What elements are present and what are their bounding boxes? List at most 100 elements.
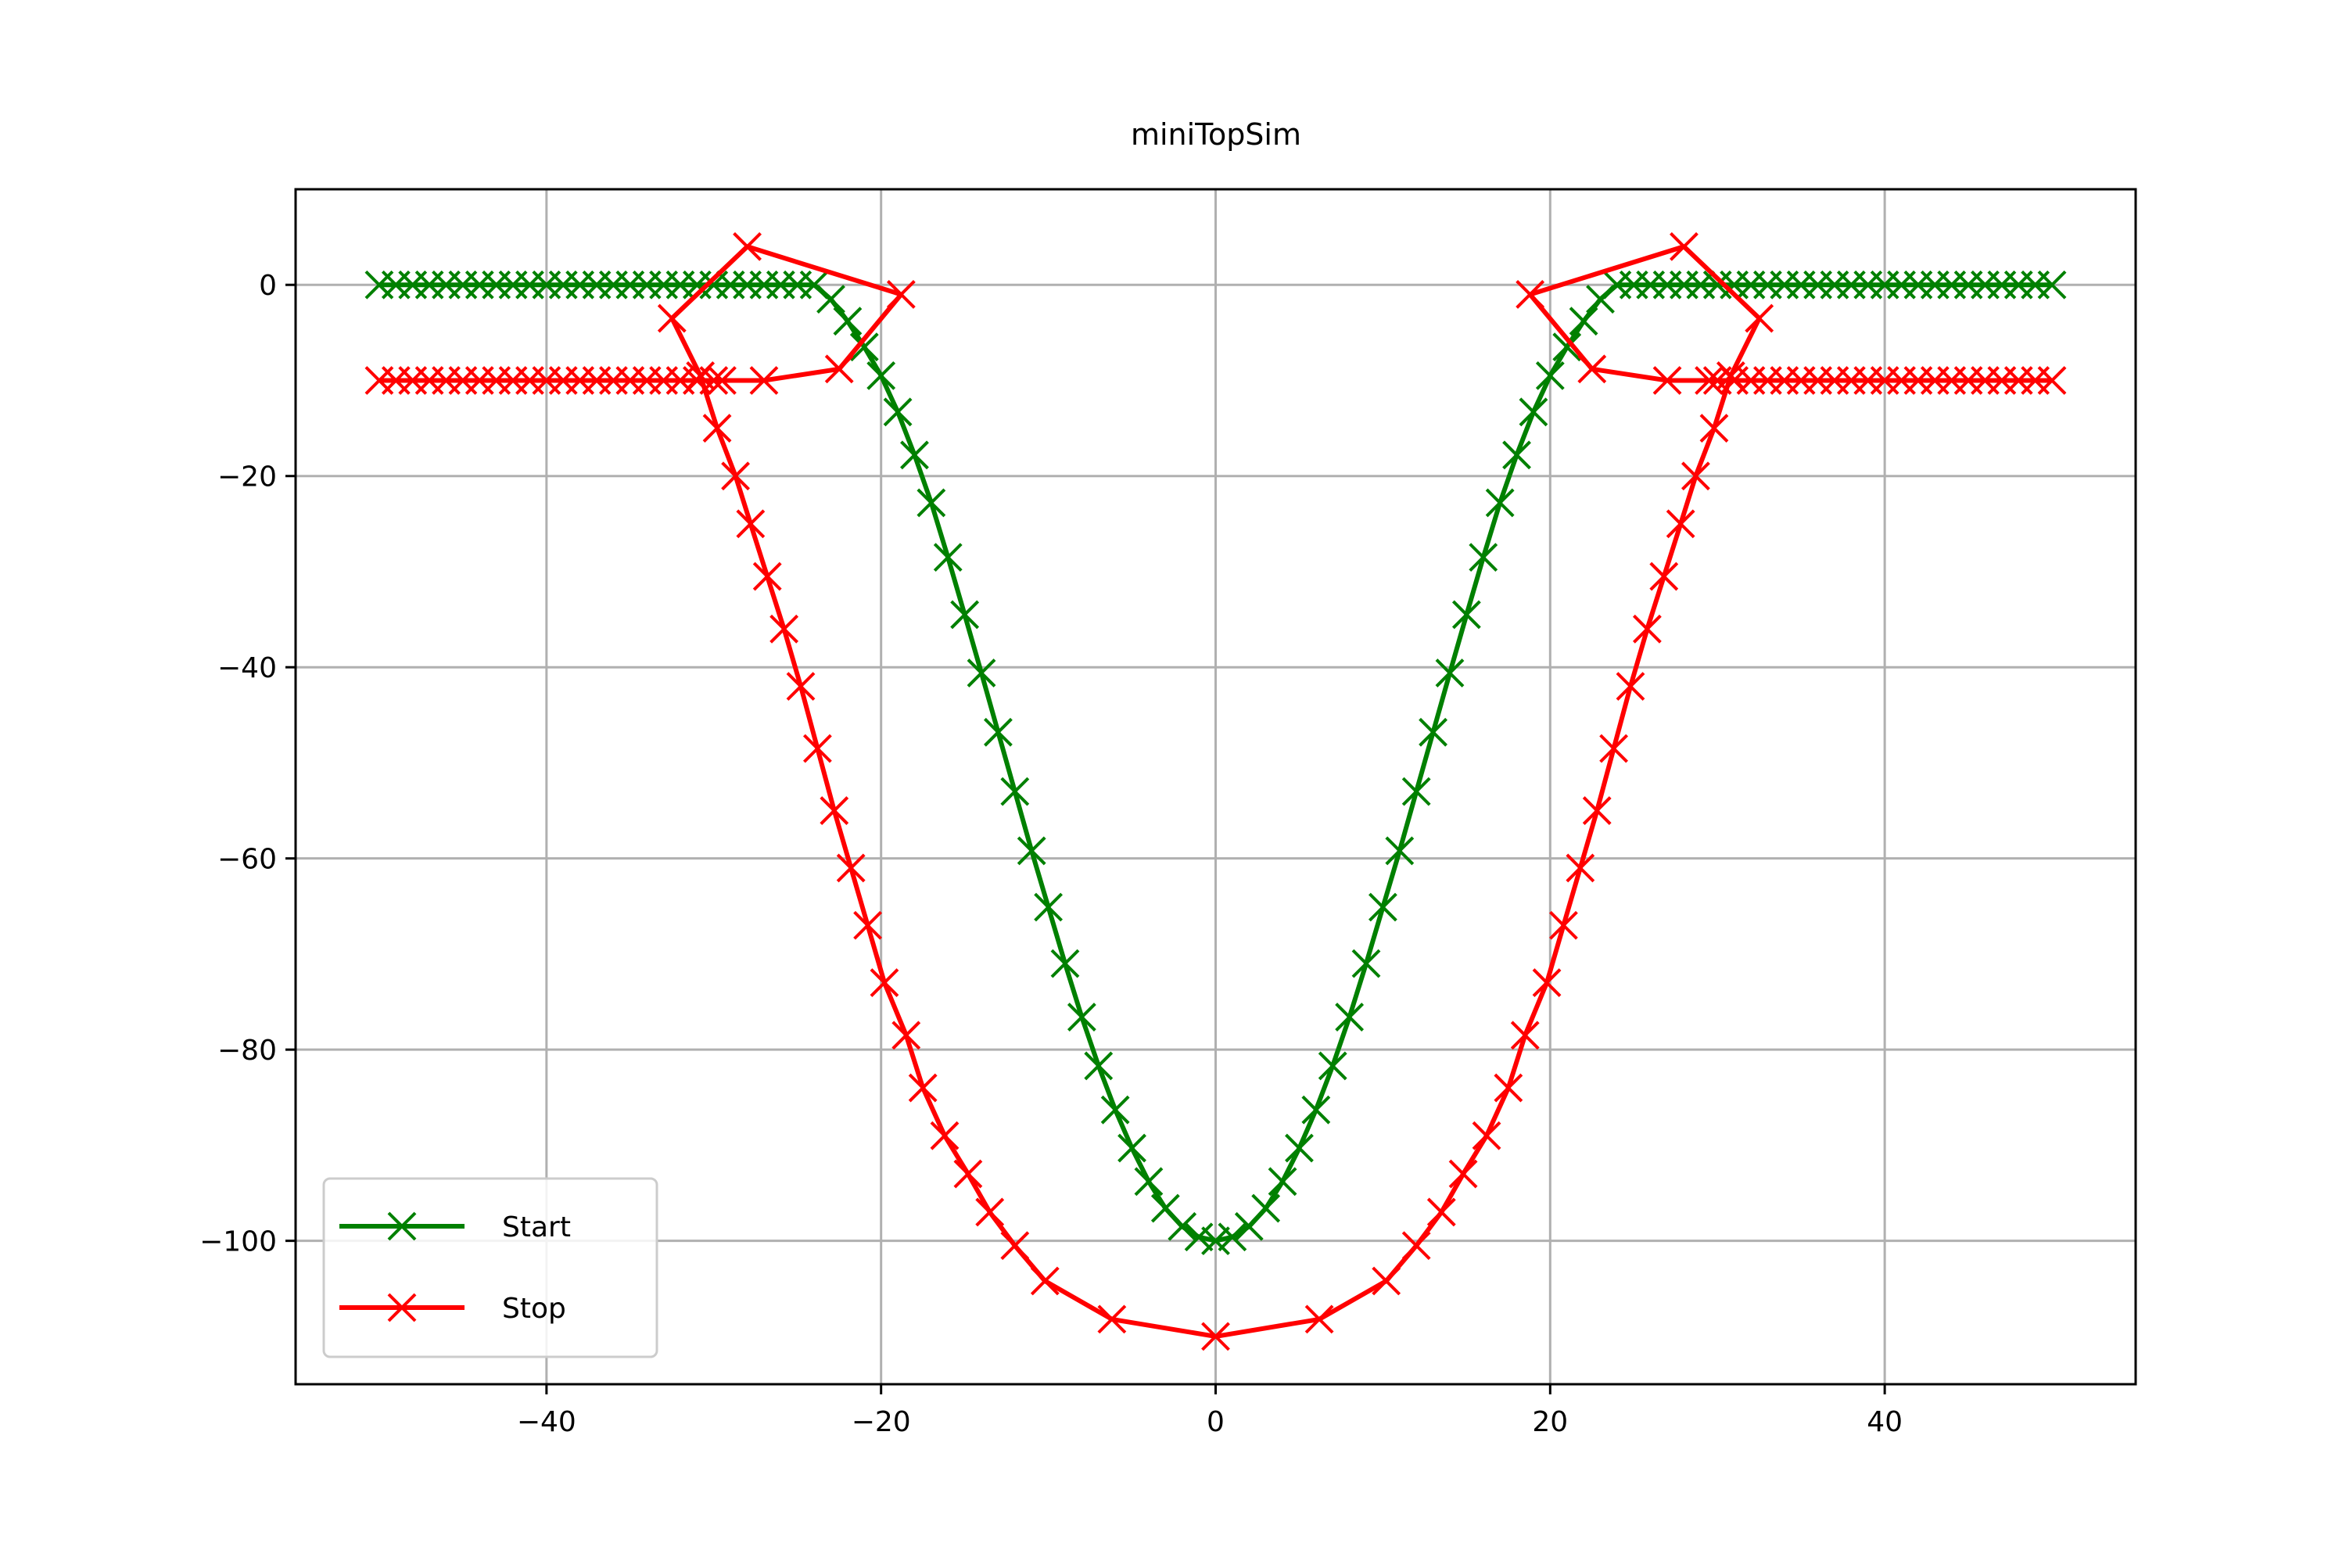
chart-title: miniTopSim	[1131, 117, 1301, 152]
data-point-marker	[1494, 1073, 1523, 1103]
data-point-marker	[1566, 853, 1595, 883]
data-point-marker	[1586, 285, 1615, 314]
data-point-marker	[702, 414, 732, 443]
data-point-marker	[1401, 1231, 1431, 1261]
y-tick-label: −60	[217, 844, 277, 876]
data-point-marker	[1695, 366, 1724, 395]
data-point-marker	[1201, 1226, 1230, 1256]
data-point-marker	[1030, 1266, 1060, 1296]
data-point-marker	[1451, 600, 1481, 630]
data-point-marker	[1448, 1159, 1478, 1189]
data-point-marker	[736, 509, 766, 539]
legend-box	[322, 1177, 658, 1358]
data-point-marker	[950, 600, 980, 630]
data-point-marker	[967, 658, 996, 687]
x-tick-label: 40	[1867, 1406, 1903, 1438]
x-tick-label: −20	[852, 1406, 911, 1438]
data-point-marker	[1000, 777, 1030, 806]
legend-swatch-marker	[387, 1211, 417, 1241]
legend: Start Stop	[322, 1177, 658, 1358]
data-point-marker	[1000, 1231, 1030, 1261]
data-point-marker	[1168, 1211, 1197, 1241]
data-point-marker	[769, 614, 799, 644]
legend-label: Start	[502, 1211, 571, 1243]
data-point-marker	[1569, 307, 1598, 336]
data-point-marker	[930, 1121, 960, 1150]
data-point-marker	[1301, 1095, 1331, 1125]
data-point-marker	[1067, 1003, 1096, 1032]
data-point-marker	[975, 1197, 1005, 1227]
y-tick-label: −40	[217, 652, 277, 684]
data-point-marker	[1050, 949, 1080, 978]
data-point-marker	[984, 717, 1013, 747]
data-point-marker	[1419, 717, 1447, 747]
legend-swatch-marker	[387, 1293, 417, 1322]
data-point-marker	[786, 672, 816, 701]
data-point-marker	[1632, 614, 1662, 644]
data-point-marker	[1426, 1197, 1456, 1227]
data-point-marker	[799, 270, 829, 300]
data-point-marker	[733, 231, 762, 261]
data-point-marker	[1318, 1051, 1347, 1081]
x-tick-label: 0	[1207, 1406, 1225, 1438]
data-point-marker	[1681, 461, 1710, 491]
series-layer	[364, 231, 2067, 1351]
y-tick-label: −80	[217, 1035, 277, 1067]
data-point-marker	[1469, 543, 1498, 572]
data-point-marker	[1699, 414, 1729, 443]
data-point-marker	[1368, 892, 1397, 922]
data-point-marker	[657, 303, 687, 333]
data-point-marker	[1582, 796, 1612, 825]
data-point-marker	[721, 461, 750, 491]
data-point-marker	[1372, 1266, 1401, 1296]
data-point-marker	[1034, 892, 1064, 922]
data-point-marker	[900, 440, 929, 470]
data-point-marker	[824, 354, 854, 384]
series-stop	[364, 231, 2067, 1351]
data-point-marker	[2037, 270, 2067, 300]
data-point-marker	[866, 361, 896, 390]
data-point-marker	[1268, 1167, 1297, 1197]
data-point-marker	[1745, 303, 1774, 333]
series-start	[364, 270, 2067, 1256]
data-point-marker	[2037, 366, 2067, 395]
data-point-marker	[1117, 1133, 1146, 1163]
data-point-marker	[1184, 1222, 1214, 1252]
data-point-marker	[1485, 488, 1515, 518]
y-tick-label: 0	[259, 270, 277, 302]
data-point-marker	[1385, 836, 1415, 866]
data-point-marker	[891, 1021, 921, 1050]
y-tick-label: −20	[217, 461, 277, 493]
data-point-marker	[1519, 397, 1548, 427]
data-point-marker	[1304, 1304, 1334, 1334]
data-point-marker	[1666, 509, 1695, 539]
data-point-marker	[833, 307, 863, 336]
data-point-marker	[1435, 658, 1465, 687]
data-point-marker	[849, 332, 879, 362]
data-point-marker	[1017, 836, 1046, 866]
data-point-marker	[802, 734, 832, 763]
data-point-marker	[816, 285, 845, 314]
data-point-marker	[1084, 1051, 1114, 1081]
data-point-marker	[1616, 672, 1645, 701]
data-point-marker	[1649, 562, 1679, 591]
data-point-marker	[1535, 361, 1565, 390]
data-point-marker	[1599, 734, 1629, 763]
data-point-marker	[836, 853, 866, 883]
data-point-marker	[820, 796, 849, 825]
data-point-marker	[749, 366, 779, 395]
y-tick-label: −100	[199, 1226, 277, 1258]
data-point-marker	[1335, 1003, 1365, 1032]
data-point-marker	[886, 280, 916, 309]
data-point-marker	[1201, 1322, 1230, 1351]
data-point-marker	[1552, 332, 1582, 362]
data-point-marker	[933, 543, 963, 572]
data-point-marker	[1218, 1222, 1247, 1252]
data-point-marker	[1351, 949, 1381, 978]
data-point-marker	[1401, 777, 1431, 806]
data-point-marker	[1100, 1095, 1130, 1125]
legend-label: Stop	[502, 1293, 566, 1325]
data-point-marker	[752, 562, 782, 591]
data-point-marker	[1549, 910, 1578, 940]
data-point-marker	[1510, 1021, 1540, 1050]
